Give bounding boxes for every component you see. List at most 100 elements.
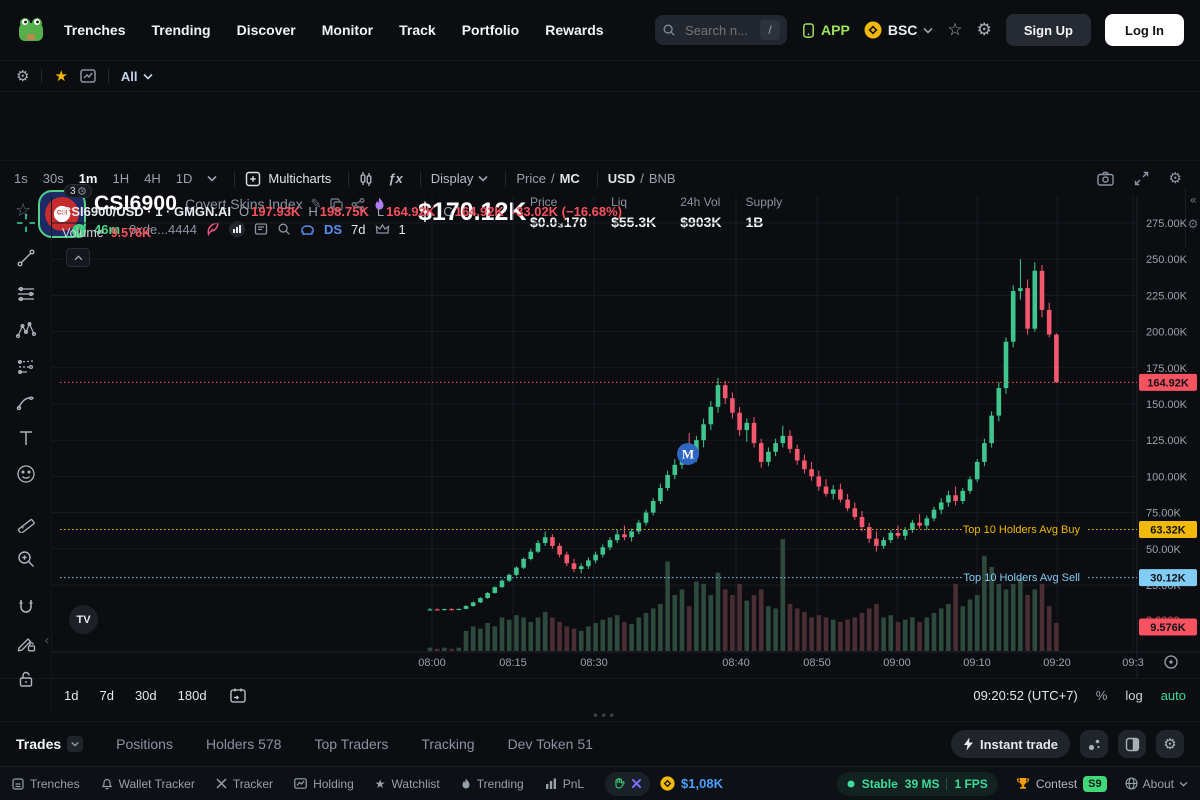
share-dots-button[interactable]	[1080, 730, 1108, 758]
text-tool-icon[interactable]	[16, 428, 36, 448]
contest-link[interactable]: Contest S9	[1016, 775, 1107, 792]
price-mc-toggle[interactable]: Price / MC	[516, 171, 580, 186]
flame-icon[interactable]	[373, 197, 386, 212]
display-dropdown[interactable]: Display	[431, 171, 489, 186]
chain-selector[interactable]: BSC	[864, 21, 934, 39]
watchlist-star-icon[interactable]: ★	[54, 66, 68, 85]
emoji-tool-icon[interactable]	[16, 464, 36, 484]
chart-shortcut-icon[interactable]	[80, 69, 96, 83]
chart-legend[interactable]: CSI6900/USD · 1 · GMGN.AI O 197.93K H 198.…	[62, 204, 623, 219]
nav-trenches[interactable]: Trenches	[64, 22, 126, 38]
tab-trades[interactable]: Trades	[16, 736, 84, 752]
all-filter-dropdown[interactable]: All	[121, 69, 153, 84]
nav-discover[interactable]: Discover	[236, 22, 296, 38]
tab-dev-token[interactable]: Dev Token 51	[507, 736, 593, 752]
interval-30s[interactable]: 30s	[42, 171, 64, 186]
forecast-tool-icon[interactable]	[16, 356, 36, 376]
edit-pencil-icon[interactable]: ✎	[310, 196, 322, 212]
interval-1s[interactable]: 1s	[14, 171, 28, 186]
range-180d[interactable]: 180d	[177, 688, 207, 703]
statusbar-trending[interactable]: Trending	[461, 777, 524, 791]
magnet-tool-icon[interactable]	[16, 597, 36, 617]
tab-holders[interactable]: Holders 578	[205, 736, 282, 752]
interval-1m[interactable]: 1m	[78, 171, 98, 186]
interval-1h[interactable]: 1H	[112, 171, 130, 186]
fullscreen-expand-icon[interactable]	[1134, 171, 1149, 186]
memo-icon[interactable]	[254, 222, 268, 236]
connection-status[interactable]: Stable 39 MS 1 FPS	[836, 771, 998, 796]
log-scale-toggle[interactable]: log	[1125, 688, 1143, 703]
legend-collapse-button[interactable]	[66, 248, 90, 267]
ruler-tool-icon[interactable]	[16, 513, 36, 533]
feather-icon[interactable]	[206, 222, 220, 236]
expand-panel-icon[interactable]: «	[1189, 193, 1197, 207]
nav-trending[interactable]: Trending	[151, 22, 211, 38]
nav-portfolio[interactable]: Portfolio	[461, 22, 520, 38]
share-icon[interactable]	[351, 197, 365, 211]
interval-chevron-icon[interactable]	[207, 175, 217, 182]
auto-scale-toggle[interactable]: auto	[1160, 688, 1186, 703]
trades-dropdown-icon[interactable]	[67, 736, 84, 752]
search-box[interactable]: /	[655, 15, 788, 45]
toolbar-collapse-icon[interactable]: ‹	[44, 633, 50, 649]
draw-lock-tool-icon[interactable]	[16, 633, 36, 653]
interval-4h[interactable]: 4H	[144, 171, 161, 186]
interval-1d[interactable]: 1D	[175, 171, 193, 186]
indicator-candles-icon[interactable]	[359, 171, 373, 187]
chart-settings-gear-icon[interactable]: ⚙	[1168, 169, 1182, 187]
fx-indicators-button[interactable]: ƒx	[388, 171, 403, 186]
favorites-star-icon[interactable]: ☆	[947, 19, 963, 40]
wallet-balance[interactable]: $1,08K	[660, 776, 723, 791]
chart-clock[interactable]: 09:20:52 (UTC+7)	[973, 688, 1078, 703]
tab-tracking[interactable]: Tracking	[421, 736, 475, 752]
range-1d[interactable]: 1d	[64, 688, 79, 703]
nav-rewards[interactable]: Rewards	[545, 22, 604, 38]
tabs-settings-gear-icon[interactable]: ⚙	[1156, 730, 1184, 758]
price-chart[interactable]: 275.00K250.00K225.00K200.00K175.00K150.0…	[0, 196, 1200, 678]
lock-all-tool-icon[interactable]	[16, 669, 36, 689]
crown-icon[interactable]	[375, 223, 390, 236]
tradingview-logo[interactable]: TV	[69, 605, 98, 634]
calendar-range-icon[interactable]	[228, 687, 248, 705]
usd-bnb-toggle[interactable]: USD / BNB	[607, 171, 676, 186]
tab-positions[interactable]: Positions	[116, 736, 173, 752]
sign-up-button[interactable]: Sign Up	[1005, 14, 1091, 46]
brush-tool-icon[interactable]	[16, 392, 36, 412]
zoom-in-tool-icon[interactable]	[16, 549, 36, 569]
dexscreener-hat-icon[interactable]	[300, 223, 315, 236]
crosshair-tool-icon[interactable]	[16, 213, 36, 233]
horizontal-lines-tool-icon[interactable]	[16, 284, 36, 304]
volume-legend[interactable]: Volume 9.576K	[62, 226, 152, 240]
multichart-plus-icon[interactable]	[245, 171, 261, 187]
resize-handle[interactable]: •••	[592, 709, 617, 723]
filter-gear-icon[interactable]: ⚙	[16, 66, 30, 85]
token-search-icon[interactable]	[277, 222, 291, 236]
tab-top-traders[interactable]: Top Traders	[314, 736, 389, 752]
statusbar-pnl[interactable]: PnL	[545, 777, 584, 791]
trend-line-tool-icon[interactable]	[16, 248, 36, 268]
token-watch-star-icon[interactable]: ☆	[15, 200, 32, 221]
nav-monitor[interactable]: Monitor	[321, 22, 374, 38]
settings-gear-icon[interactable]: ⚙	[976, 19, 992, 40]
pump-chart-icon[interactable]	[228, 221, 245, 237]
search-input[interactable]	[683, 21, 754, 39]
multicharts-button[interactable]: Multicharts	[268, 171, 332, 186]
screenshot-camera-icon[interactable]	[1096, 171, 1114, 186]
xabcd-pattern-tool-icon[interactable]	[16, 320, 36, 340]
app-link[interactable]: APP	[801, 22, 850, 38]
statusbar-watchlist[interactable]: ★ Watchlist	[374, 776, 440, 791]
nav-track[interactable]: Track	[399, 22, 436, 38]
panel-gear-icon[interactable]: ⚙	[1187, 217, 1199, 231]
about-menu[interactable]: About	[1125, 777, 1188, 791]
ds-label[interactable]: DS	[323, 221, 343, 237]
instant-trade-button[interactable]: Instant trade	[950, 730, 1070, 758]
statusbar-x-tracker[interactable]: Tracker	[216, 777, 273, 791]
statusbar-trenches[interactable]: Trenches	[12, 777, 80, 791]
gmgn-frog-logo[interactable]	[16, 15, 46, 45]
copy-icon[interactable]	[329, 197, 343, 211]
panel-layout-button[interactable]	[1118, 730, 1146, 758]
range-7d[interactable]: 7d	[99, 688, 114, 703]
log-in-button[interactable]: Log In	[1105, 14, 1184, 46]
statusbar-wallet-tracker[interactable]: Wallet Tracker	[101, 777, 195, 791]
percent-scale-toggle[interactable]: %	[1095, 688, 1108, 703]
